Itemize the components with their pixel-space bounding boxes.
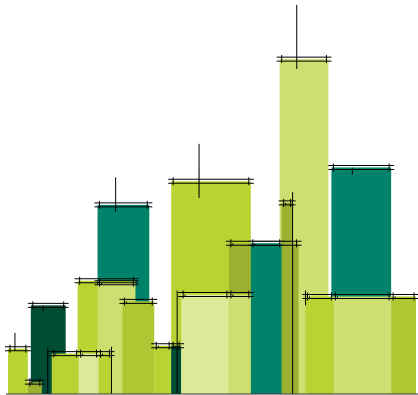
bar-21 [305, 296, 334, 394]
bar-22 [333, 296, 392, 394]
bar-10 [122, 301, 155, 394]
bar-12 [171, 345, 182, 394]
bar-14 [228, 294, 251, 394]
bar-20 [281, 202, 293, 394]
bar-19 [98, 353, 112, 394]
bar-9 [250, 243, 282, 394]
bar-13 [181, 294, 229, 394]
bar-17 [51, 353, 79, 394]
bar-11 [154, 345, 172, 394]
error-bars-group [4, 4, 418, 394]
bar-15 [7, 348, 28, 394]
bar-23 [391, 296, 417, 394]
bar-16 [27, 382, 42, 394]
bar-18 [78, 353, 99, 394]
bars-group [7, 59, 417, 394]
